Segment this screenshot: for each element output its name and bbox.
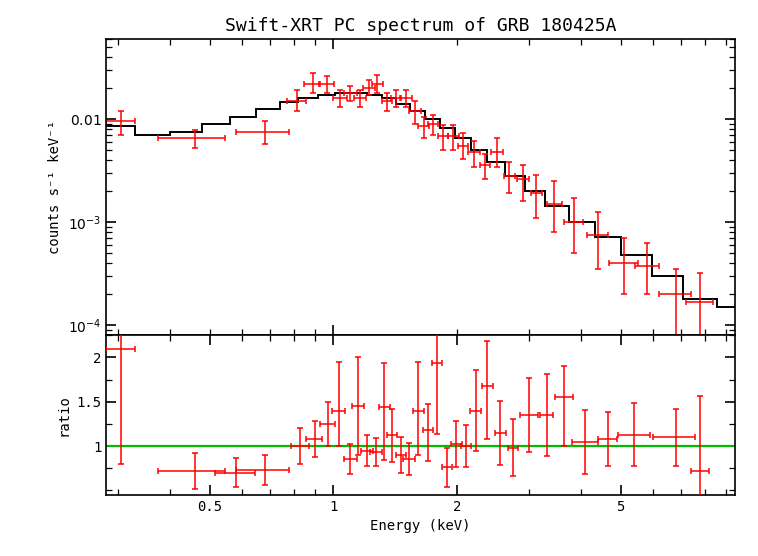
X-axis label: Energy (keV): Energy (keV)	[371, 519, 471, 533]
Y-axis label: ratio: ratio	[57, 394, 70, 436]
Y-axis label: counts s⁻¹ keV⁻¹: counts s⁻¹ keV⁻¹	[49, 120, 62, 254]
Title: Swift-XRT PC spectrum of GRB 180425A: Swift-XRT PC spectrum of GRB 180425A	[225, 17, 616, 34]
